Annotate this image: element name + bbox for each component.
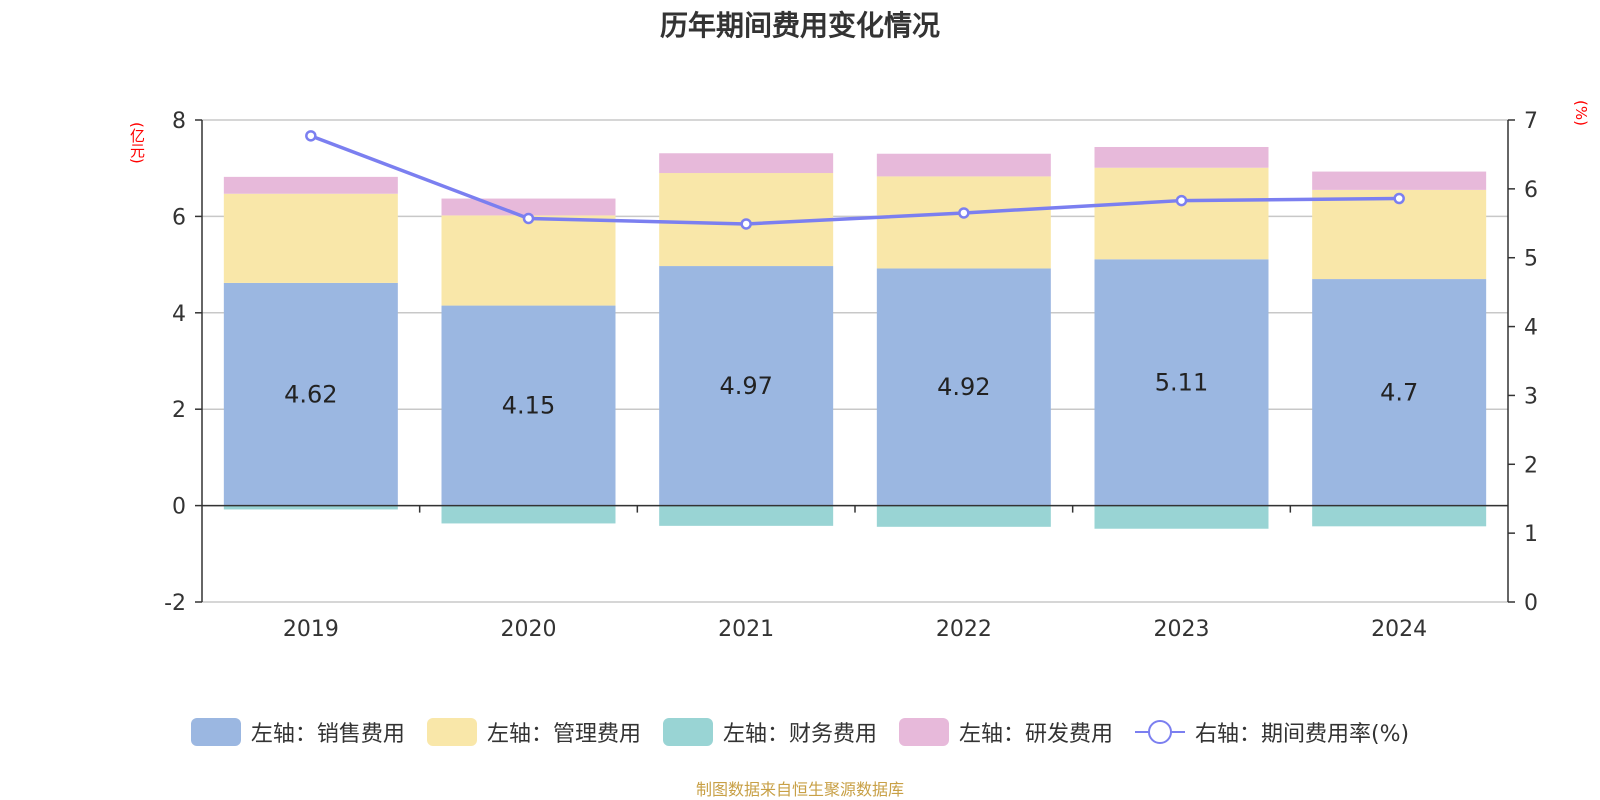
bar-2019-rd — [223, 176, 398, 194]
legend-item-sales[interactable]: 左轴：销售费用 — [190, 716, 405, 748]
data-label-2019: 4.62 — [284, 380, 337, 408]
bar-2021-rd — [659, 153, 834, 174]
legend-label-sales: 左轴：销售费用 — [250, 722, 405, 747]
x-tick-label-2019: 2019 — [283, 617, 339, 642]
chart-title: 历年期间费用变化情况 — [659, 9, 940, 42]
right-tick-label-1: 1 — [1524, 522, 1538, 547]
right-tick-label-2: 2 — [1524, 453, 1538, 478]
legend-label-admin: 左轴：管理费用 — [486, 722, 641, 747]
x-tick-label-2023: 2023 — [1154, 617, 1210, 642]
legend-swatch-finance — [662, 718, 713, 746]
x-tick-label-2021: 2021 — [718, 617, 774, 642]
bar-2024-sales — [1312, 279, 1487, 506]
data-label-2023: 5.11 — [1155, 368, 1208, 396]
right-tick-label-3: 3 — [1524, 384, 1538, 409]
data-label-2024: 4.7 — [1380, 378, 1418, 406]
bar-2024-admin — [1312, 189, 1487, 280]
x-tick-label-2022: 2022 — [936, 617, 992, 642]
legend-swatch-rd — [898, 718, 949, 746]
bar-2021-finance — [659, 505, 834, 526]
bar-2020-sales — [441, 305, 616, 506]
bar-2019-sales — [223, 282, 398, 506]
rate-point-2023 — [1175, 194, 1188, 207]
bar-2021-sales — [659, 266, 834, 506]
right-tick-label-4: 4 — [1524, 316, 1538, 341]
bar-2023-finance — [1094, 505, 1269, 529]
chart-plot: -2 0 2 4 6 8 0 1 2 3 4 5 6 7 4.62 4.15 4.97 4.92 5.11 4.7 20… — [164, 109, 1538, 642]
x-tick-label-2024: 2024 — [1371, 617, 1427, 642]
right-tick-label-6: 6 — [1524, 178, 1538, 203]
bar-2024-finance — [1312, 505, 1487, 527]
legend-swatch-sales — [190, 718, 241, 746]
left-tick-label--2: -2 — [164, 591, 186, 616]
legend-item-rate[interactable]: 右轴：期间费用率(%) — [1134, 716, 1410, 748]
data-label-2020: 4.15 — [502, 392, 555, 420]
right-axis-unit: (%) — [1572, 100, 1590, 126]
x-tick-label-2020: 2020 — [501, 617, 557, 642]
bar-2023-rd — [1094, 146, 1269, 168]
legend-swatch-rate — [1134, 718, 1185, 746]
data-label-2021: 4.97 — [719, 372, 772, 400]
bar-2022-sales — [876, 268, 1051, 506]
data-label-2022: 4.92 — [937, 373, 990, 401]
legend-label-finance: 左轴：财务费用 — [722, 722, 877, 747]
bar-2022-rd — [876, 153, 1051, 177]
bar-2022-finance — [876, 505, 1051, 527]
rate-point-2019 — [305, 130, 317, 142]
legend-swatch-admin — [426, 718, 477, 746]
right-tick-label-7: 7 — [1524, 109, 1538, 134]
bar-2020-admin — [441, 215, 616, 306]
legend-label-rate: 右轴：期间费用率(%) — [1194, 722, 1410, 747]
bar-2019-admin — [223, 193, 398, 283]
left-tick-label-8: 8 — [172, 109, 186, 134]
right-tick-label-5: 5 — [1524, 247, 1538, 272]
legend-item-rd[interactable]: 左轴：研发费用 — [898, 716, 1113, 748]
rate-point-2022 — [958, 207, 970, 219]
legend: 左轴：销售费用 左轴：管理费用 左轴：财务费用 左轴：研发费用 右轴：期间费用率… — [0, 716, 1600, 748]
bar-2019-finance — [223, 505, 398, 510]
rate-point-2020 — [522, 212, 535, 225]
bar-2022-admin — [876, 176, 1051, 269]
left-tick-label-4: 4 — [172, 302, 186, 327]
left-tick-label-2: 2 — [172, 398, 186, 423]
left-tick-label-0: 0 — [172, 495, 186, 520]
bar-2023-admin — [1094, 167, 1269, 260]
rate-point-2024 — [1393, 192, 1405, 205]
bar-2020-finance — [441, 505, 616, 524]
rate-line — [310, 134, 1400, 226]
bar-2024-rd — [1312, 171, 1487, 190]
data-source: 制图数据来自恒生聚源数据库 — [695, 780, 904, 799]
legend-item-finance[interactable]: 左轴：财务费用 — [662, 716, 877, 748]
left-tick-label-6: 6 — [172, 205, 186, 230]
rate-point-2021 — [740, 218, 752, 230]
legend-label-rd: 左轴：研发费用 — [958, 722, 1113, 747]
left-axis-unit: (亿元) — [128, 122, 146, 164]
legend-item-admin[interactable]: 左轴：管理费用 — [426, 716, 641, 748]
bar-2023-sales — [1094, 259, 1269, 506]
right-tick-label-0: 0 — [1524, 591, 1538, 616]
